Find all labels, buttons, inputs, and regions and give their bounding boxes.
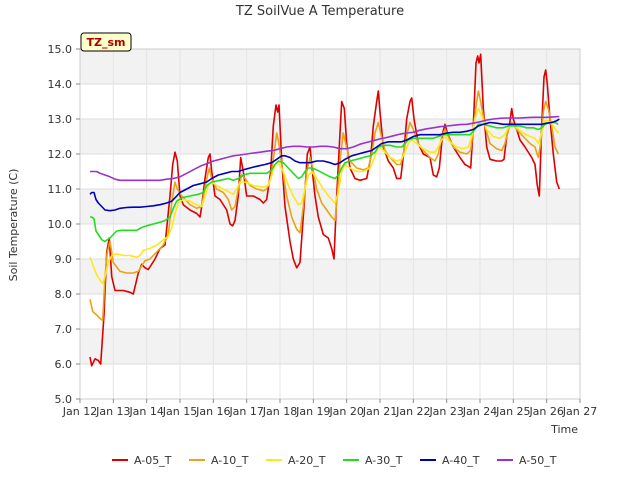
x-tick-label: Jan 18 [262,405,297,418]
x-tick-label: Jan 16 [195,405,230,418]
x-tick-label: Jan 23 [428,405,463,418]
x-axis-label: Time [550,423,578,436]
x-tick-label: Jan 21 [362,405,397,418]
y-tick-label: 14.0 [48,78,73,91]
series-line-a-10-t [89,90,560,322]
legend: A-05_T A-10_T A-20_T A-30_T A-40_T A-50_T [112,454,557,467]
y-tick-label: 9.0 [55,253,73,266]
x-tick-label: Jan 14 [128,405,163,418]
plot-band [80,329,580,364]
plot-band [80,364,580,399]
x-tick-label: Jan 27 [562,405,597,418]
legend-item-a-50-t: A-50_T [497,454,557,467]
x-tick-label: Jan 19 [295,405,330,418]
plot-band [80,259,580,294]
x-tick-label: Jan 13 [95,405,130,418]
y-tick-label: 12.0 [48,148,73,161]
series-line-a-05-t [89,53,561,367]
legend-label: A-05_T [134,454,172,467]
series-line-a-40-t [89,118,560,212]
series-line-a-20-t [89,107,559,285]
plot-band [80,294,580,329]
x-tick-label: Jan 22 [395,405,430,418]
y-axis-ticks: 5.0 6.0 7.0 8.0 9.0 10.0 11.0 12.0 13.0 14.0 15.0 [48,43,80,406]
legend-label: A-40_T [442,454,480,467]
x-tick-label: Jan 25 [495,405,530,418]
plot-band [80,49,580,84]
legend-label: A-10_T [211,454,249,467]
y-tick-label: 13.0 [48,113,73,126]
plot-band [80,154,580,189]
x-tick-label: Jan 15 [162,405,197,418]
legend-item-a-40-t: A-40_T [420,454,480,467]
x-tick-label: Jan 20 [328,405,363,418]
station-badge-text: TZ_sm [87,36,126,49]
station-badge-box [80,32,132,52]
y-tick-label: 8.0 [55,288,73,301]
y-axis-label: Soil Temperature (C) [7,169,20,282]
x-tick-label: Jan 12 [62,405,97,418]
y-tick-label: 7.0 [55,323,73,336]
station-badge: TZ_sm [80,32,132,52]
x-tick-label: Jan 26 [528,405,563,418]
y-tick-label: 10.0 [48,218,73,231]
y-tick-label: 15.0 [48,43,73,56]
legend-label: A-20_T [288,454,326,467]
legend-item-a-30-t: A-30_T [343,454,403,467]
legend-item-a-10-t: A-10_T [189,454,249,467]
legend-item-a-05-t: A-05_T [112,454,172,467]
plot-band [80,84,580,119]
legend-item-a-20-t: A-20_T [266,454,326,467]
series-layer [89,53,561,367]
y-tick-label: 6.0 [55,358,73,371]
chart-title: TZ SoilVue A Temperature [235,4,404,19]
legend-label: A-50_T [519,454,557,467]
y-tick-label: 5.0 [55,393,73,406]
legend-label: A-30_T [365,454,403,467]
series-line-a-50-t [90,115,560,182]
x-tick-label: Jan 24 [462,405,497,418]
plot-band [80,189,580,224]
y-tick-label: 11.0 [48,183,73,196]
x-tick-label: Jan 17 [228,405,263,418]
